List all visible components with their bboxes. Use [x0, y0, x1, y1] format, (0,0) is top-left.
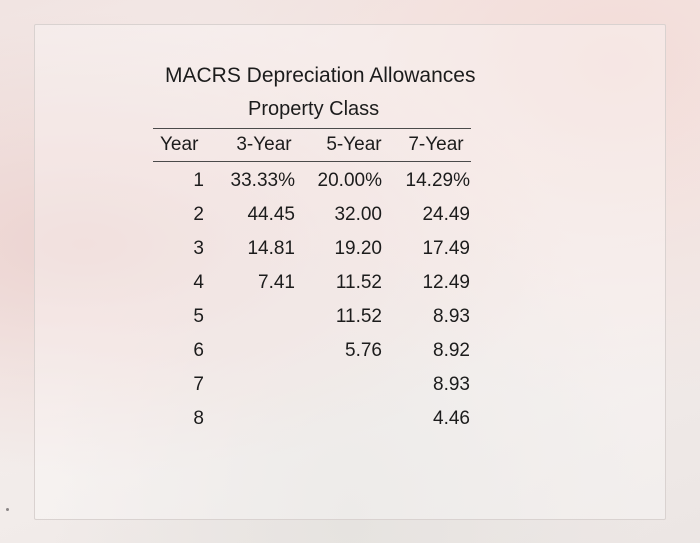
- cell-7-year: 24.49: [422, 204, 470, 225]
- cell-year: 2: [193, 204, 204, 225]
- cell-year: 6: [193, 340, 204, 361]
- cell-5-year: 5.76: [345, 340, 382, 361]
- cell-3-year: 7.41: [258, 272, 295, 293]
- cell-7-year: 8.93: [433, 306, 470, 327]
- cell-year: 1: [193, 170, 204, 191]
- cell-year: 3: [193, 238, 204, 259]
- cell-5-year: 19.20: [334, 238, 382, 259]
- cell-5-year: 11.52: [335, 272, 382, 293]
- cell-7-year: 14.29%: [405, 170, 470, 191]
- cell-year: 8: [193, 408, 204, 429]
- column-header-year: Year: [160, 134, 199, 155]
- cell-7-year: 17.49: [422, 238, 470, 259]
- cell-7-year: 8.92: [433, 340, 470, 361]
- cell-7-year: 4.46: [433, 408, 470, 429]
- cell-5-year: 11.52: [335, 306, 382, 327]
- cell-5-year: 32.00: [334, 204, 382, 225]
- header-top-rule: [153, 128, 471, 129]
- column-header-7-year: 7-Year: [408, 134, 464, 155]
- column-header-3-year: 3-Year: [236, 134, 292, 155]
- column-header-5-year: 5-Year: [326, 134, 382, 155]
- cell-7-year: 8.93: [433, 374, 470, 395]
- table-panel: [34, 24, 666, 520]
- table-title: MACRS Depreciation Allowances: [165, 64, 476, 87]
- cell-7-year: 12.49: [422, 272, 470, 293]
- header-bottom-rule: [153, 161, 471, 162]
- cell-3-year: 33.33%: [230, 170, 295, 191]
- cell-3-year: 44.45: [247, 204, 295, 225]
- cell-year: 4: [193, 272, 204, 293]
- cell-year: 5: [193, 306, 204, 327]
- cell-year: 7: [193, 374, 204, 395]
- edge-mark: [6, 508, 9, 511]
- cell-3-year: 14.81: [247, 238, 295, 259]
- cell-5-year: 20.00%: [317, 170, 382, 191]
- table-subtitle: Property Class: [248, 98, 380, 120]
